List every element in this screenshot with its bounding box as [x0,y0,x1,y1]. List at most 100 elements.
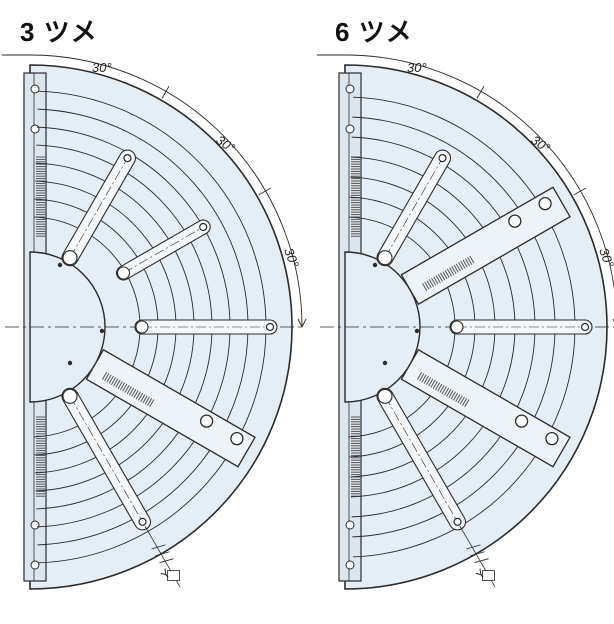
chuck-diagram-3-jaw: 3 ツメ 30° 30° 30° Y [2,17,307,590]
jaw-serration [113,378,119,387]
angle-arrow [297,318,307,329]
jaw-serration [426,280,432,289]
jaw-serration [435,275,441,284]
jaw-serration [430,379,436,388]
jaw-bolt [545,431,559,446]
jaw-serration [115,379,121,388]
jaw-serration [419,373,425,382]
slot-axis [384,396,458,523]
slot-axis [384,157,443,258]
angle-label: 30° [407,60,427,75]
slot-bolt [138,517,147,526]
slot-bolt [438,154,447,163]
jaw-serration [117,381,123,389]
flange-bolt [30,84,40,94]
jaw-serration [459,396,465,405]
jaw-serration [424,281,430,290]
hub-screw [372,262,378,268]
hub-screw [414,328,420,334]
angle-tick [258,187,271,196]
slot-axis [69,157,128,258]
jaw-serration [421,374,427,383]
jaw-serration [101,371,108,380]
jaw-serration [457,395,463,404]
jaw-serration [131,388,137,397]
flange-bolt [30,124,40,134]
jaw-serration [440,272,446,281]
jaw-body [400,186,571,306]
chuck-face-drawing: 30° 30° 30° Y [2,54,307,590]
jaw-serration [453,264,459,273]
jaw-serration [450,391,456,400]
jaw-serration [422,282,428,291]
dimension-tick [155,551,170,557]
hub-screw [99,328,105,334]
jaw-bolt [538,196,552,211]
jaw-serration [455,394,461,402]
slot-end [377,388,393,404]
jaw-serration [433,276,439,285]
jaw-serration [448,390,454,399]
jaw-serration [140,394,146,402]
angle-tick [161,86,170,99]
slot-bolt [453,517,462,526]
jaw-slot [116,219,211,281]
jaw-serration [425,377,432,386]
jaw-serration [431,277,437,286]
jaw-serration [434,382,441,391]
jaw-serration [108,375,114,384]
slot-end [62,250,78,266]
slot-end [135,320,149,334]
jaw-serration [124,384,130,393]
jaw-bolt [199,414,214,428]
jaw-serration [444,269,450,278]
panel-title: 3 ツメ [20,17,98,47]
hub-screw [382,360,388,366]
jaw-bolt [230,431,244,446]
jaw-serration [452,392,459,401]
jaw-body [400,348,571,468]
jaw-serration [106,374,112,383]
dimension-block [167,570,180,581]
jaw-serration [460,260,466,269]
jaw-serration [126,386,132,395]
angle-label: 30° [92,60,112,75]
jaw-serration [149,399,155,408]
jaw-serration [133,390,139,399]
dimension-tick [470,551,485,557]
jaw-serration [119,382,126,391]
jaw-serration [464,258,470,267]
jaw-serration [142,395,148,404]
jaw-serration [439,384,445,393]
dimension-tick [474,558,489,564]
jaw-serration [462,397,468,406]
slot-end [62,388,78,404]
angle-dimension-arc [2,54,303,328]
jaw-bolt [508,214,522,228]
jaw-serration [137,392,144,401]
jaw-serration [104,373,110,382]
jaw-serration [416,371,423,380]
slot-axis [123,226,204,274]
dimension-tick [151,544,166,550]
jaw-serration [446,268,452,277]
panel-title: 6 ツメ [335,17,413,47]
angle-tick [573,187,586,196]
jaw-serration [451,266,457,274]
slot-end [450,320,464,334]
jaw-serration [442,271,448,280]
jaw-serration [446,388,452,397]
flange-bolt [345,124,355,134]
jaw-serration [423,375,429,384]
jaw-serration [110,377,117,386]
flange-bolt [345,84,355,94]
hub-screw [67,360,73,366]
jaw-serration [428,279,434,287]
jaw-serration [462,259,468,268]
jaw-serration [432,381,438,389]
slot-end [116,266,131,280]
slot-bolt [123,154,132,163]
flange-bolt [345,560,355,570]
flange-bolt [345,520,355,530]
chuck-diagram-6-jaw: 6 ツメ 30° 30° 30° Y [307,0,614,624]
